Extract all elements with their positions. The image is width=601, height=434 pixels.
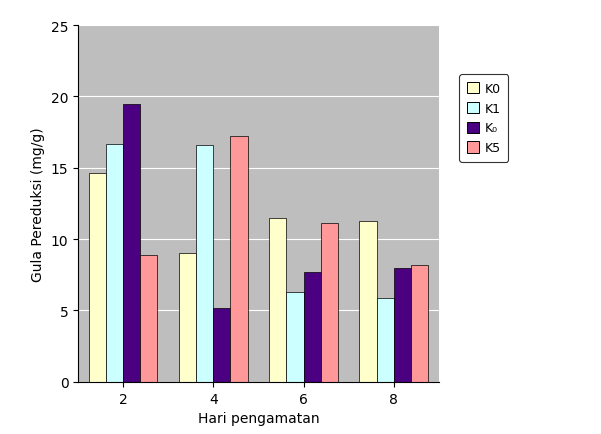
Bar xyxy=(106,144,123,382)
Bar xyxy=(179,254,196,382)
Bar xyxy=(321,224,338,382)
Legend: K0, K1, K₀, K5: K0, K1, K₀, K5 xyxy=(459,75,508,162)
Bar xyxy=(141,255,157,382)
X-axis label: Hari pengamatan: Hari pengamatan xyxy=(198,411,319,425)
Bar xyxy=(304,272,321,382)
Bar xyxy=(359,221,376,382)
Bar xyxy=(231,137,248,382)
Y-axis label: Gula Pereduksi (mg/g): Gula Pereduksi (mg/g) xyxy=(31,127,45,281)
Bar xyxy=(213,308,231,382)
Bar xyxy=(123,104,141,382)
Bar xyxy=(269,218,286,382)
Bar xyxy=(286,292,304,382)
Bar xyxy=(411,265,428,382)
Bar xyxy=(394,268,410,382)
Bar xyxy=(376,298,394,382)
Bar xyxy=(196,146,213,382)
Bar xyxy=(89,174,106,382)
